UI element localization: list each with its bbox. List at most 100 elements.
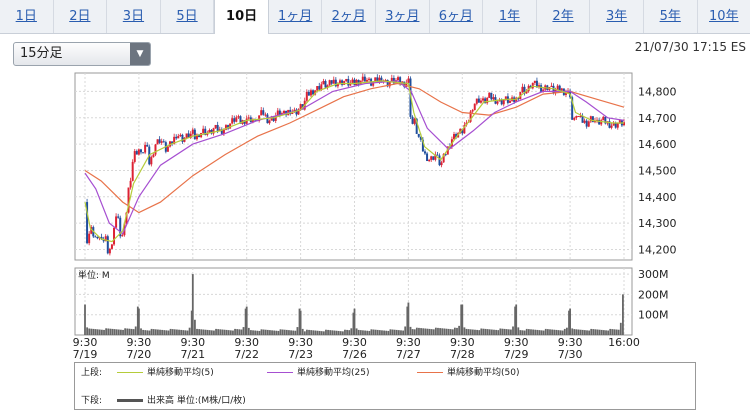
candle-body xyxy=(411,116,414,124)
volume-bar xyxy=(310,330,313,335)
volume-bar xyxy=(609,328,612,335)
candle-body xyxy=(347,78,350,86)
x-tick-date: 7/21 xyxy=(180,348,205,361)
tab-0[interactable]: 1日 xyxy=(0,0,54,33)
volume-bar xyxy=(441,328,444,335)
volume-bar xyxy=(453,327,456,335)
tab-12[interactable]: 5年 xyxy=(644,0,698,33)
volume-bar xyxy=(411,329,414,335)
candle-body xyxy=(326,85,329,88)
volume-bar xyxy=(120,329,122,335)
tab-7[interactable]: 3ヶ月 xyxy=(376,0,430,33)
candle-body xyxy=(316,86,319,91)
volume-bar xyxy=(400,330,402,335)
volume-bar xyxy=(503,328,506,335)
legend-swatch-volume xyxy=(117,399,143,402)
candle-body xyxy=(436,154,439,156)
candle-body xyxy=(224,125,227,130)
volume-bar xyxy=(519,330,522,335)
candle-body xyxy=(278,110,281,116)
volume-bar xyxy=(555,329,558,335)
volume-bar xyxy=(607,330,610,335)
volume-bar xyxy=(566,327,568,335)
volume-bar xyxy=(126,328,129,335)
candle-body xyxy=(374,77,377,82)
volume-bar xyxy=(509,329,512,335)
candle-body xyxy=(276,110,279,116)
candle-body xyxy=(307,91,310,96)
price-tick-label: 14,800 xyxy=(638,85,677,98)
candle-body xyxy=(600,120,603,125)
tab-13[interactable]: 10年 xyxy=(709,9,739,24)
volume-bar xyxy=(418,327,420,335)
volume-bar xyxy=(611,329,614,335)
volume-bar xyxy=(292,330,295,335)
candle-body xyxy=(113,227,116,245)
candle-body xyxy=(90,227,93,234)
legend-item-volume: 出来高 単位:(M株/口/枚) xyxy=(117,394,246,408)
legend-label-ma25: 単純移動平均(25) xyxy=(297,368,370,378)
volume-bar xyxy=(523,330,526,335)
legend-item-ma25: 単純移動平均(25) xyxy=(267,366,369,380)
candle-body xyxy=(585,120,588,127)
candle-body xyxy=(291,111,294,115)
tab-2[interactable]: 3日 xyxy=(107,0,161,33)
candle-body xyxy=(125,212,128,225)
legend-row-lower: 下段: 出来高 単位:(M株/口/枚) xyxy=(81,394,246,408)
volume-bar xyxy=(157,329,159,335)
x-tick-date: 7/26 xyxy=(342,348,367,361)
volume-bar xyxy=(277,330,280,335)
tab-6[interactable]: 2ヶ月 xyxy=(322,0,377,33)
interval-select[interactable]: 15分足 ▼ xyxy=(13,42,151,66)
volume-bar xyxy=(507,329,510,335)
volume-bar xyxy=(397,330,400,335)
volume-bar xyxy=(420,328,422,335)
volume-bar xyxy=(355,328,358,335)
candle-body xyxy=(214,124,217,129)
tab-8[interactable]: 6ヶ月 xyxy=(430,0,484,33)
tab-11[interactable]: 3年 xyxy=(590,0,644,33)
tab-3[interactable]: 5日 xyxy=(161,0,215,33)
chevron-down-icon[interactable]: ▼ xyxy=(130,43,150,65)
candle-body xyxy=(397,77,400,81)
tab-9[interactable]: 1年 xyxy=(483,0,537,33)
candle-body xyxy=(166,146,169,152)
volume-bar xyxy=(525,328,528,335)
volume-bar xyxy=(514,306,517,335)
legend-label-volume: 出来高 単位:(M株/口/枚) xyxy=(147,396,246,406)
x-tick-time: 9:30 xyxy=(180,336,205,349)
candle-body xyxy=(610,125,613,128)
x-tick-time: 9:30 xyxy=(342,336,367,349)
candle-body xyxy=(198,134,201,138)
candle-body xyxy=(274,115,277,121)
tab-1[interactable]: 2日 xyxy=(54,0,108,33)
volume-bar xyxy=(196,328,198,335)
x-tick-time: 9:30 xyxy=(73,336,98,349)
tab-4[interactable]: 10日 xyxy=(214,0,269,34)
volume-bar xyxy=(217,329,220,335)
candle-body xyxy=(216,124,219,132)
volume-bar xyxy=(105,328,108,335)
volume-bar xyxy=(422,328,425,335)
candle-body xyxy=(102,239,105,242)
volume-bar xyxy=(505,329,508,335)
candle-body xyxy=(386,79,389,87)
tab-5[interactable]: 1ヶ月 xyxy=(269,0,323,33)
volume-bar xyxy=(122,329,124,335)
volume-bar xyxy=(173,329,176,335)
volume-bar xyxy=(622,294,624,335)
volume-bar xyxy=(536,329,539,335)
price-chart: 14,800 14,700 14,600 14,500 14,400 14,300 14,2… xyxy=(73,72,677,361)
volume-bar xyxy=(439,328,441,335)
tab-10[interactable]: 2年 xyxy=(537,0,591,33)
candle-body xyxy=(378,77,381,82)
volume-bar xyxy=(512,326,514,335)
volume-bar xyxy=(312,330,315,335)
volume-bar xyxy=(240,329,243,335)
candle-body xyxy=(623,122,625,126)
volume-bar xyxy=(184,330,187,335)
candle-body xyxy=(403,81,406,87)
candle-body xyxy=(542,89,545,92)
volume-bar xyxy=(101,329,103,335)
candle-body xyxy=(368,78,371,80)
